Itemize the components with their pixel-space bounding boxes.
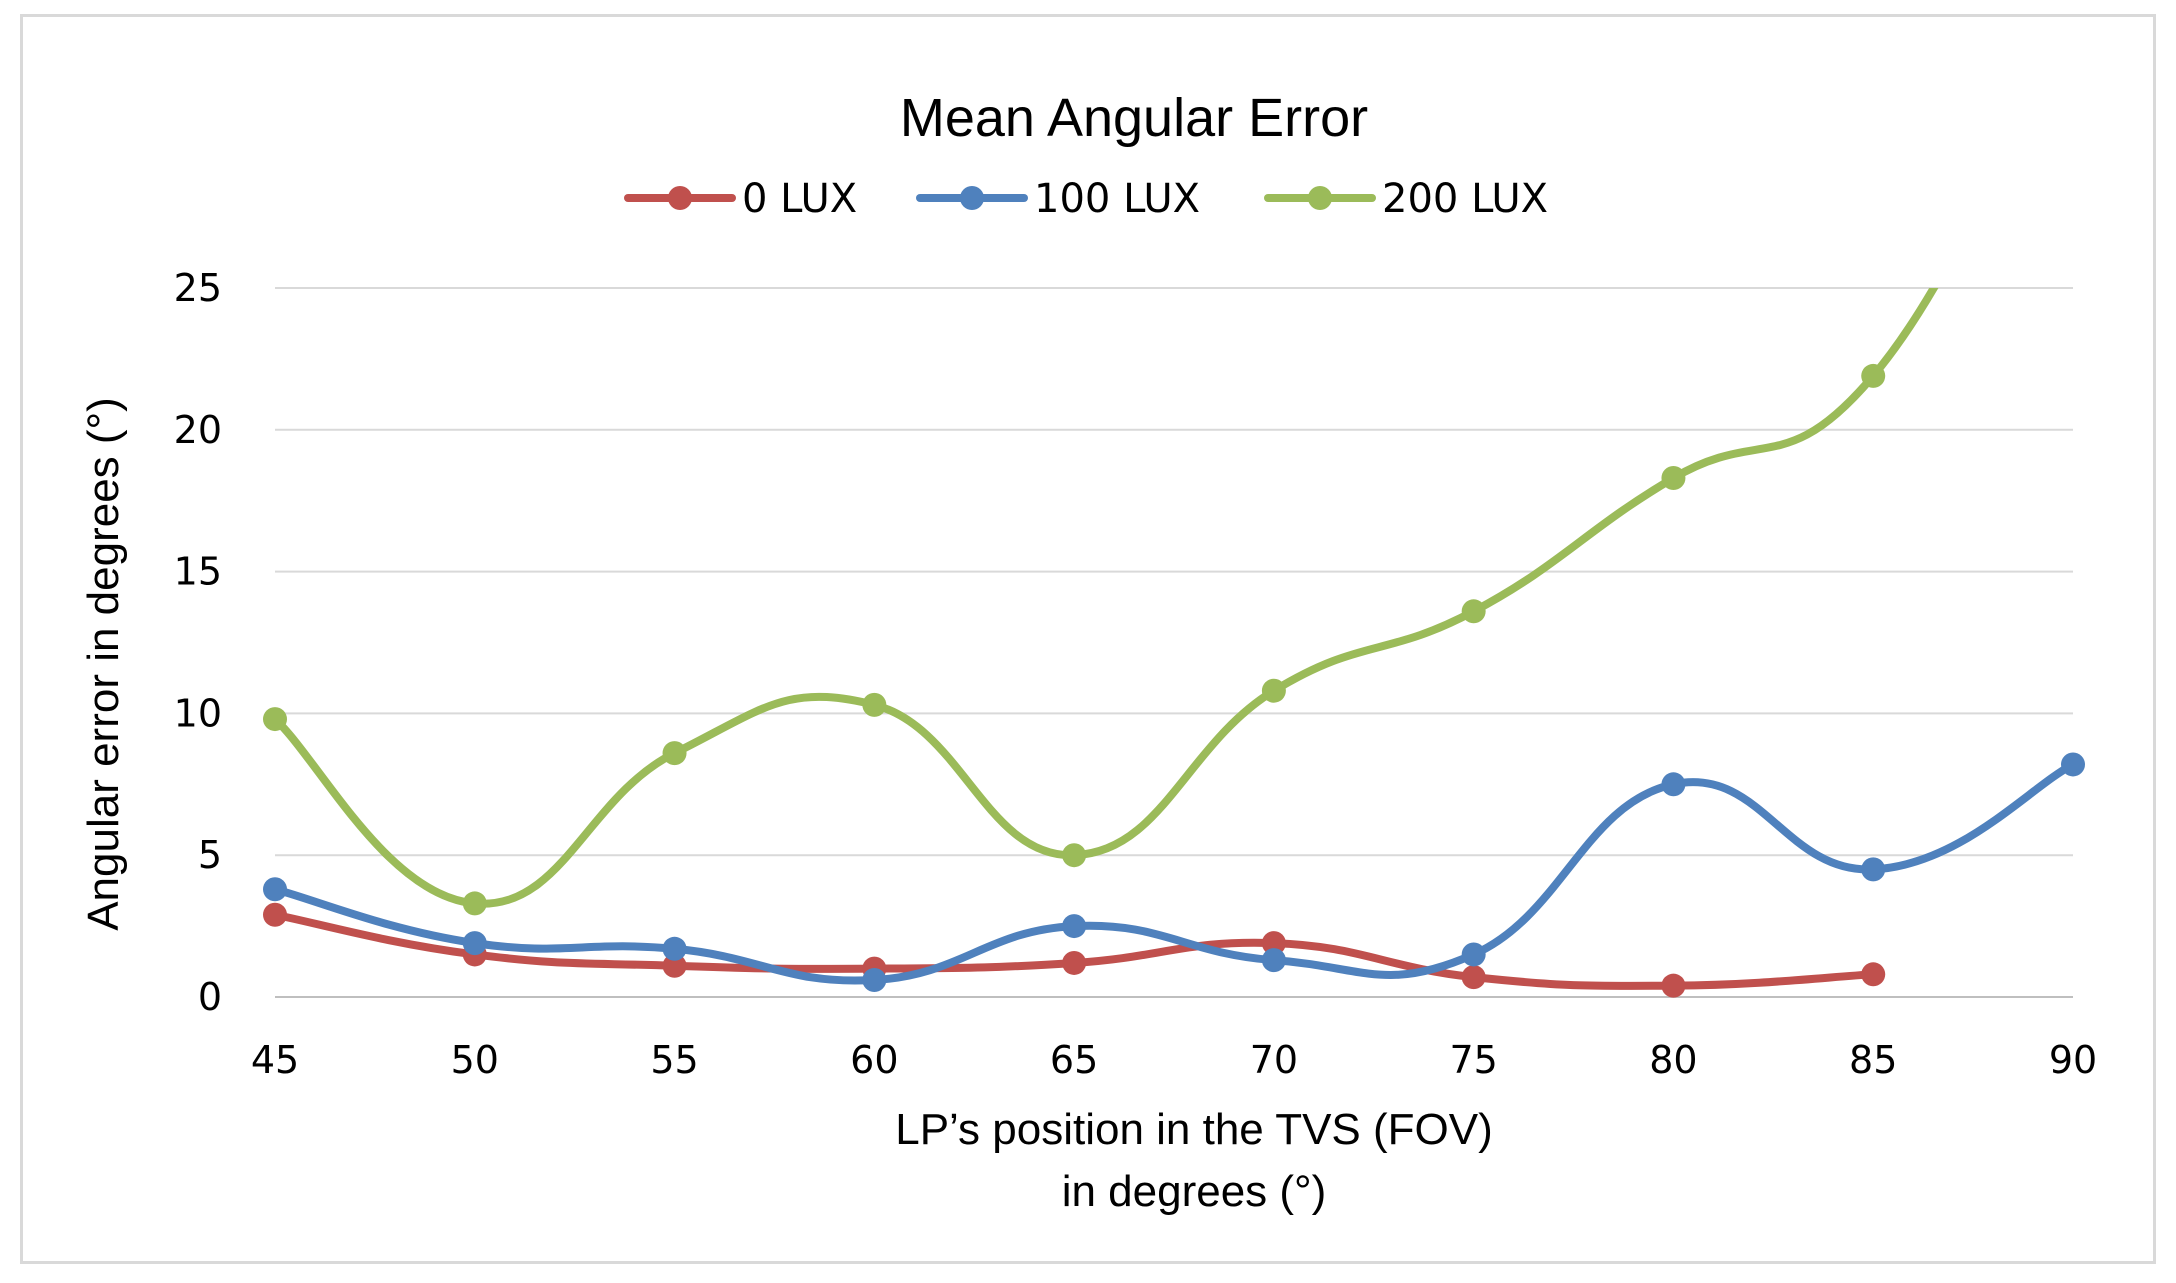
series-line-2 xyxy=(271,760,2077,985)
legend-swatch-marker xyxy=(668,186,692,210)
x-tick-label: 85 xyxy=(1849,1038,1897,1082)
x-tick-label: 50 xyxy=(451,1038,499,1082)
y-axis-ticks: 0 5 10 15 20 25 xyxy=(174,266,222,1019)
x-tick-label: 60 xyxy=(850,1038,898,1082)
series-lines xyxy=(271,288,2077,990)
chart-title: Mean Angular Error xyxy=(900,88,1368,148)
y-tick-label: 10 xyxy=(174,691,222,735)
gridlines xyxy=(275,287,2073,998)
data-point xyxy=(662,936,687,961)
x-tick-label: 65 xyxy=(1050,1038,1098,1082)
data-point xyxy=(2061,752,2085,777)
data-point xyxy=(662,953,687,978)
data-point xyxy=(263,707,287,732)
data-point xyxy=(1261,678,1286,703)
legend-label: 200 LUX xyxy=(1382,176,1548,222)
data-point xyxy=(862,692,887,717)
y-tick-label: 20 xyxy=(174,408,222,452)
data-point xyxy=(662,741,687,766)
y-axis-title: Angular error in degrees (°) xyxy=(79,397,128,931)
x-axis-ticks: 45 50 55 60 65 70 75 80 85 90 xyxy=(251,1038,2097,1082)
data-point xyxy=(1062,950,1087,975)
x-tick-label: 55 xyxy=(650,1038,698,1082)
data-point xyxy=(1261,948,1286,973)
x-tick-label: 45 xyxy=(251,1038,299,1082)
data-point xyxy=(462,931,487,956)
y-tick-label: 5 xyxy=(198,833,222,877)
data-point xyxy=(1661,466,1686,491)
legend-swatch-marker xyxy=(1308,186,1332,210)
x-axis-title-line1: LP’s position in the TVS (FOV) xyxy=(895,1105,1493,1154)
data-point xyxy=(263,902,287,927)
data-point xyxy=(1661,772,1686,797)
data-point xyxy=(1461,599,1486,624)
legend-label: 0 LUX xyxy=(742,176,857,222)
data-point xyxy=(1861,363,1886,388)
y-tick-label: 25 xyxy=(174,266,222,310)
chart-frame xyxy=(20,14,2156,1264)
x-axis-title-line2: in degrees (°) xyxy=(1062,1167,1327,1216)
legend: 0 LUX 100 LUX 200 LUX xyxy=(624,176,1548,222)
legend-swatch-marker xyxy=(960,186,984,210)
data-point xyxy=(1861,857,1886,882)
data-point xyxy=(462,891,487,916)
data-point xyxy=(1461,942,1486,967)
data-point xyxy=(1062,843,1087,868)
x-tick-label: 90 xyxy=(2049,1038,2097,1082)
data-point xyxy=(1661,973,1686,998)
data-point xyxy=(1861,962,1886,987)
y-tick-label: 15 xyxy=(174,550,222,594)
legend-label: 100 LUX xyxy=(1034,176,1200,222)
data-point xyxy=(862,967,887,992)
x-tick-label: 70 xyxy=(1250,1038,1298,1082)
data-point xyxy=(263,877,287,902)
series-line-3 xyxy=(271,288,1939,908)
data-point xyxy=(1261,931,1286,956)
x-tick-label: 80 xyxy=(1649,1038,1697,1082)
x-tick-label: 75 xyxy=(1449,1038,1497,1082)
y-tick-label: 0 xyxy=(198,975,222,1019)
data-point xyxy=(1062,914,1087,939)
data-point xyxy=(1461,965,1486,990)
series-points xyxy=(263,363,2085,998)
